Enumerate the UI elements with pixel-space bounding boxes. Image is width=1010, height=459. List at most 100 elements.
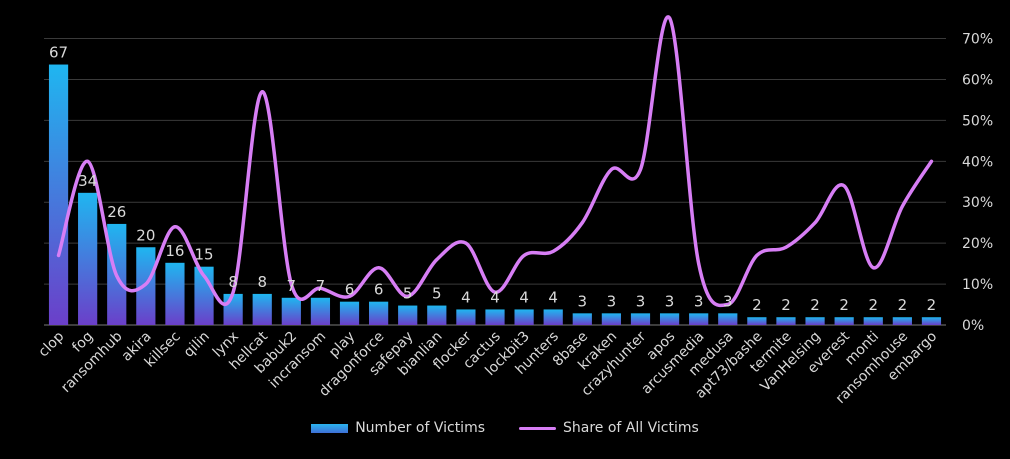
bar-value-label: 2 xyxy=(927,296,937,314)
bar-apt73/bashe[interactable] xyxy=(747,317,767,325)
bar-value-label: 2 xyxy=(752,296,762,314)
share-point-clop[interactable] xyxy=(57,253,61,257)
bar-safepay[interactable] xyxy=(398,305,418,325)
share-point-ransomhub[interactable] xyxy=(115,274,119,278)
bar-ransomhouse[interactable] xyxy=(892,317,912,325)
bar-value-label: 2 xyxy=(868,296,878,314)
bar-lockbit3[interactable] xyxy=(514,309,534,325)
share-point-medusa[interactable] xyxy=(726,303,730,307)
bar-play[interactable] xyxy=(339,301,360,325)
share-point-cactus[interactable] xyxy=(493,290,497,294)
bar-lynx[interactable] xyxy=(223,293,243,325)
bar-termite[interactable] xyxy=(776,317,796,325)
bar-value-label: 4 xyxy=(548,288,558,306)
legend-item-bars[interactable]: Number of Victims xyxy=(311,420,485,436)
bar-value-label: 67 xyxy=(49,44,68,62)
y-right-tick-label: 70% xyxy=(962,32,993,48)
y-right-tick-label: 20% xyxy=(962,236,993,252)
bar-bianlian[interactable] xyxy=(427,305,447,325)
share-point-bianlian[interactable] xyxy=(435,258,439,262)
bar-value-label: 3 xyxy=(578,292,588,310)
bar-value-label: 7 xyxy=(287,277,297,295)
bar-apos[interactable] xyxy=(659,313,680,325)
share-point-flocker[interactable] xyxy=(464,241,468,245)
bar-flocker[interactable] xyxy=(456,309,476,325)
bar-value-label: 16 xyxy=(165,242,184,260)
x-tick-label: qilin xyxy=(181,329,213,361)
bar-8base[interactable] xyxy=(572,313,592,325)
bar-killsec[interactable] xyxy=(165,262,185,325)
bar-value-label: 4 xyxy=(490,288,500,306)
share-point-dragonforce[interactable] xyxy=(377,266,381,270)
bar-cactus[interactable] xyxy=(485,309,505,325)
bar-value-label: 3 xyxy=(636,292,646,310)
legend: Number of Victims Share of All Victims xyxy=(0,420,1010,436)
bar-everest[interactable] xyxy=(834,317,854,325)
bar-value-label: 7 xyxy=(316,277,326,295)
legend-line-swatch xyxy=(519,426,557,430)
bar-value-label: 8 xyxy=(228,273,238,291)
bar-value-label: 3 xyxy=(607,292,617,310)
share-point-arcusmedia[interactable] xyxy=(697,262,701,266)
bar-hellcat[interactable] xyxy=(252,293,272,325)
share-point-fog[interactable] xyxy=(86,159,90,163)
bar-value-label: 15 xyxy=(194,246,213,264)
share-point-ransomhouse[interactable] xyxy=(900,204,904,208)
share-point-kraken[interactable] xyxy=(609,168,613,171)
bar-value-label: 2 xyxy=(810,296,820,314)
line-series xyxy=(56,15,934,308)
share-line[interactable] xyxy=(56,15,934,308)
share-point-qilin[interactable] xyxy=(202,274,206,278)
bar-babuk2[interactable] xyxy=(281,297,301,325)
share-point-embargo[interactable] xyxy=(929,159,933,163)
share-point-hunters[interactable] xyxy=(551,249,555,253)
share-point-apos[interactable] xyxy=(668,16,672,20)
legend-line-label: Share of All Victims xyxy=(563,420,699,436)
share-point-monti[interactable] xyxy=(871,266,875,270)
bar-value-label: 2 xyxy=(781,296,791,314)
share-point-babuk2[interactable] xyxy=(289,282,293,286)
share-point-VanHelsing[interactable] xyxy=(813,221,817,225)
share-point-killsec[interactable] xyxy=(173,225,177,229)
bar-value-label: 4 xyxy=(461,288,471,306)
bar-value-label: 2 xyxy=(839,296,849,314)
bar-hunters[interactable] xyxy=(543,309,563,325)
bar-dragonforce[interactable] xyxy=(369,301,389,325)
bar-arcusmedia[interactable] xyxy=(689,313,709,325)
share-point-crazyhunter[interactable] xyxy=(638,168,642,171)
y-right-tick-label: 50% xyxy=(962,113,993,129)
share-point-lockbit3[interactable] xyxy=(522,253,526,257)
bar-value-label: 3 xyxy=(665,292,675,310)
bar-value-label: 3 xyxy=(723,292,733,310)
share-point-8base[interactable] xyxy=(580,221,584,225)
legend-bar-swatch xyxy=(311,423,349,433)
legend-item-line[interactable]: Share of All Victims xyxy=(519,420,699,436)
bar-VanHelsing[interactable] xyxy=(805,317,825,325)
bar-fog[interactable] xyxy=(78,192,98,325)
share-point-hellcat[interactable] xyxy=(260,90,264,94)
bar-value-label: 20 xyxy=(136,226,155,244)
y-axis-right: 0% 10% 20% 30% 40% 50% 60% 70% xyxy=(962,32,993,334)
y-right-tick-label: 30% xyxy=(962,195,993,211)
y-right-tick-label: 40% xyxy=(962,154,993,170)
bar-clop[interactable] xyxy=(48,64,69,325)
bar-kraken[interactable] xyxy=(601,313,621,325)
bar-series xyxy=(48,64,942,325)
share-point-termite[interactable] xyxy=(784,245,788,249)
share-point-incransom[interactable] xyxy=(318,286,322,290)
bar-value-label: 5 xyxy=(432,285,442,303)
bar-medusa[interactable] xyxy=(718,313,738,325)
bar-incransom[interactable] xyxy=(310,297,331,325)
x-tick-label: clop xyxy=(36,328,68,360)
share-point-play[interactable] xyxy=(348,294,352,298)
share-point-lynx[interactable] xyxy=(231,290,235,294)
share-point-everest[interactable] xyxy=(842,184,846,188)
bar-crazyhunter[interactable] xyxy=(630,313,651,325)
share-point-apt73/bashe[interactable] xyxy=(755,253,759,257)
bar-monti[interactable] xyxy=(863,317,883,325)
bar-value-label: 3 xyxy=(694,292,704,310)
share-point-safepay[interactable] xyxy=(406,294,410,298)
bar-embargo[interactable] xyxy=(921,317,942,325)
share-point-akira[interactable] xyxy=(144,282,148,286)
bar-value-label: 2 xyxy=(898,296,908,314)
